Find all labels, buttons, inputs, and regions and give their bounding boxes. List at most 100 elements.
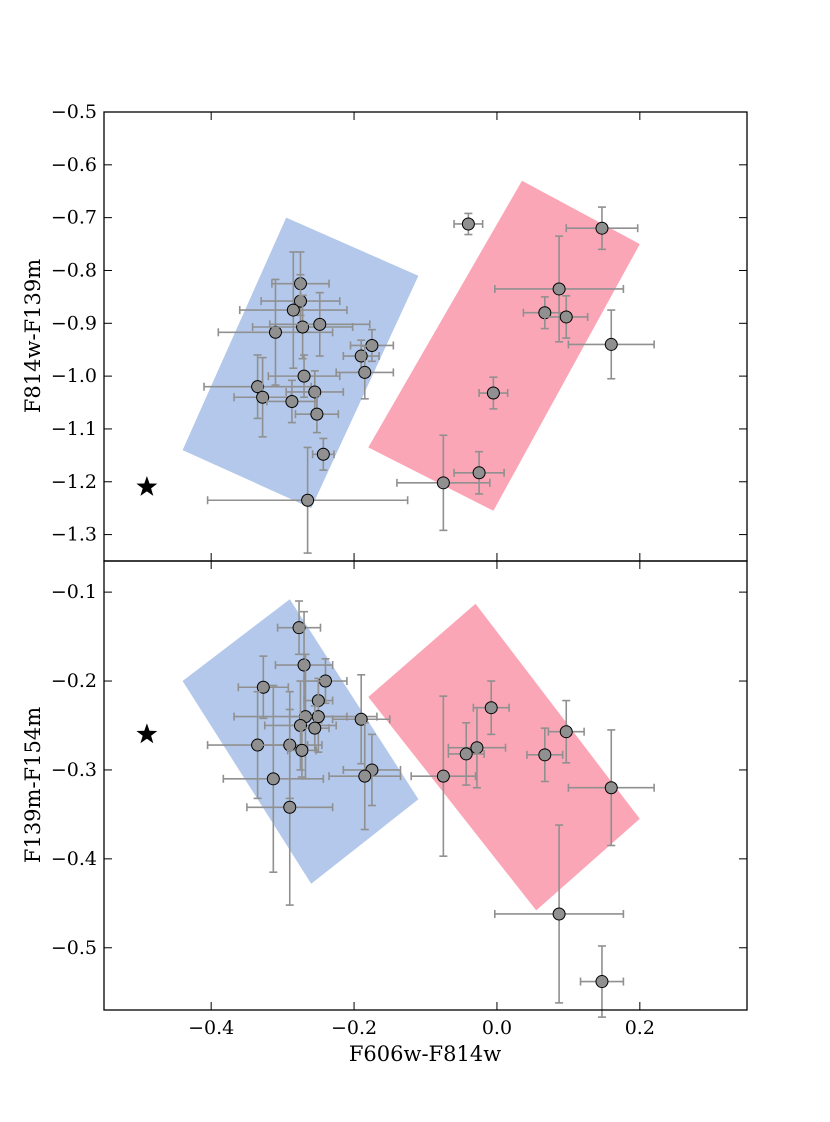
x-tick-label: −0.4 (188, 1017, 234, 1039)
bottom-point-marker (436, 769, 450, 783)
x-tick-label: 0.0 (482, 1017, 512, 1039)
bottom-point-marker (358, 769, 372, 783)
top-point-marker (358, 365, 372, 379)
top-panel-points (136, 206, 655, 554)
top-panel: −1.3 −1.2 −1.1 −1.0 −0.9 −0.8 −0.7 −0.6 −0.5 F81… (21, 101, 748, 562)
bottom-y-tick-label: −0.3 (51, 759, 97, 781)
top-data-point (206, 446, 409, 554)
bottom-data-point (547, 699, 585, 764)
top-data-point (544, 295, 589, 339)
bottom-data-point (494, 824, 625, 1004)
bottom-panel: −0.5 −0.4 −0.3 −0.2 −0.1 −0.4 −0.2 0.0 0.2 F139m… (21, 560, 748, 1066)
bottom-point-marker (559, 725, 573, 739)
bottom-point-marker (297, 658, 311, 672)
bottom-panel-ylabel: F139m-F154m (21, 707, 45, 863)
top-panel-regions (182, 180, 640, 511)
top-data-point (565, 206, 639, 251)
top-data-point (268, 291, 371, 357)
top-data-point (217, 278, 334, 386)
top-point-marker (552, 282, 566, 296)
bottom-data-point (579, 945, 625, 1018)
bottom-panel-points (136, 600, 655, 1018)
bottom-point-marker (308, 721, 322, 735)
top-point-marker (296, 320, 310, 334)
bottom-point-marker (292, 621, 306, 635)
bottom-data-point (246, 708, 334, 906)
top-reference-star-icon (136, 476, 158, 496)
top-point-marker (256, 390, 270, 404)
top-point-marker (251, 380, 265, 394)
top-y-tick-label: −0.8 (51, 259, 97, 281)
bottom-data-point (410, 695, 477, 857)
bottom-point-marker (283, 800, 297, 814)
top-point-marker (436, 476, 450, 490)
x-tick-label: 0.2 (625, 1017, 655, 1039)
bottom-point-marker (470, 741, 484, 755)
top-y-tick-label: −1.3 (51, 524, 97, 546)
top-y-tick-label: −1.0 (51, 365, 97, 387)
top-panel-ylabel: F814w-F139m (21, 259, 45, 413)
top-data-point (567, 309, 655, 380)
top-data-point (311, 437, 335, 471)
bottom-point-marker (538, 748, 552, 762)
bottom-panel-ticks: −0.5 −0.4 −0.3 −0.2 −0.1 −0.4 −0.2 0.0 0.2 (51, 561, 747, 1039)
bottom-data-point (276, 600, 322, 656)
top-point-marker (472, 466, 486, 480)
bottom-region-red (368, 603, 640, 911)
top-y-tick-label: −1.2 (51, 471, 97, 493)
top-data-point (335, 345, 395, 400)
top-y-tick-label: −0.5 (51, 101, 97, 123)
top-region-red (368, 180, 640, 511)
bottom-panel-frame (103, 560, 748, 1011)
top-data-point (266, 379, 318, 424)
bottom-data-point (222, 684, 325, 873)
top-data-point (238, 251, 348, 369)
top-data-point (396, 434, 491, 532)
bottom-y-tick-label: −0.2 (51, 670, 97, 692)
top-data-point (294, 394, 340, 434)
bottom-point-marker (552, 907, 566, 921)
top-region-blue (182, 217, 419, 509)
bottom-data-point (237, 655, 290, 720)
top-data-point (453, 450, 505, 495)
top-point-marker (301, 493, 315, 507)
top-data-point (260, 273, 341, 329)
top-data-point (233, 356, 292, 438)
bottom-point-marker (256, 680, 270, 694)
bottom-y-tick-label: −0.1 (51, 581, 97, 603)
top-point-marker (310, 407, 324, 421)
bottom-data-point (447, 722, 485, 786)
bottom-data-point (286, 722, 317, 778)
top-y-tick-label: −0.6 (51, 154, 97, 176)
top-point-marker (486, 386, 500, 400)
bottom-data-point (331, 674, 391, 765)
top-panel-ticks: −1.3 −1.2 −1.1 −1.0 −0.9 −0.8 −0.7 −0.6 −0.5 (51, 101, 747, 561)
top-point-marker (559, 310, 573, 324)
top-point-marker (286, 303, 300, 317)
top-point-marker (461, 217, 475, 231)
bottom-data-point (303, 658, 348, 705)
top-data-point (267, 354, 341, 399)
bottom-point-marker (484, 701, 498, 715)
bottom-data-point (472, 680, 510, 736)
top-point-marker (297, 369, 311, 383)
top-point-marker (316, 447, 330, 461)
top-data-point (522, 296, 568, 330)
x-tick-label: −0.2 (331, 1017, 377, 1039)
top-point-marker (268, 325, 282, 339)
bottom-point-marker (266, 772, 280, 786)
bottom-y-tick-label: −0.4 (51, 848, 97, 870)
top-point-marker (604, 337, 618, 351)
top-data-point (453, 212, 484, 236)
top-point-marker (313, 317, 327, 331)
bottom-reference-star-icon (136, 723, 158, 744)
top-data-point (494, 235, 625, 343)
bottom-y-tick-label: −0.5 (51, 937, 97, 959)
bottom-point-marker (459, 747, 473, 761)
x-axis-label: F606w-F814w (349, 1042, 501, 1066)
bottom-point-marker (595, 975, 609, 989)
bottom-data-point (328, 722, 402, 831)
top-y-tick-label: −0.7 (51, 207, 97, 229)
bottom-data-point (567, 729, 655, 847)
